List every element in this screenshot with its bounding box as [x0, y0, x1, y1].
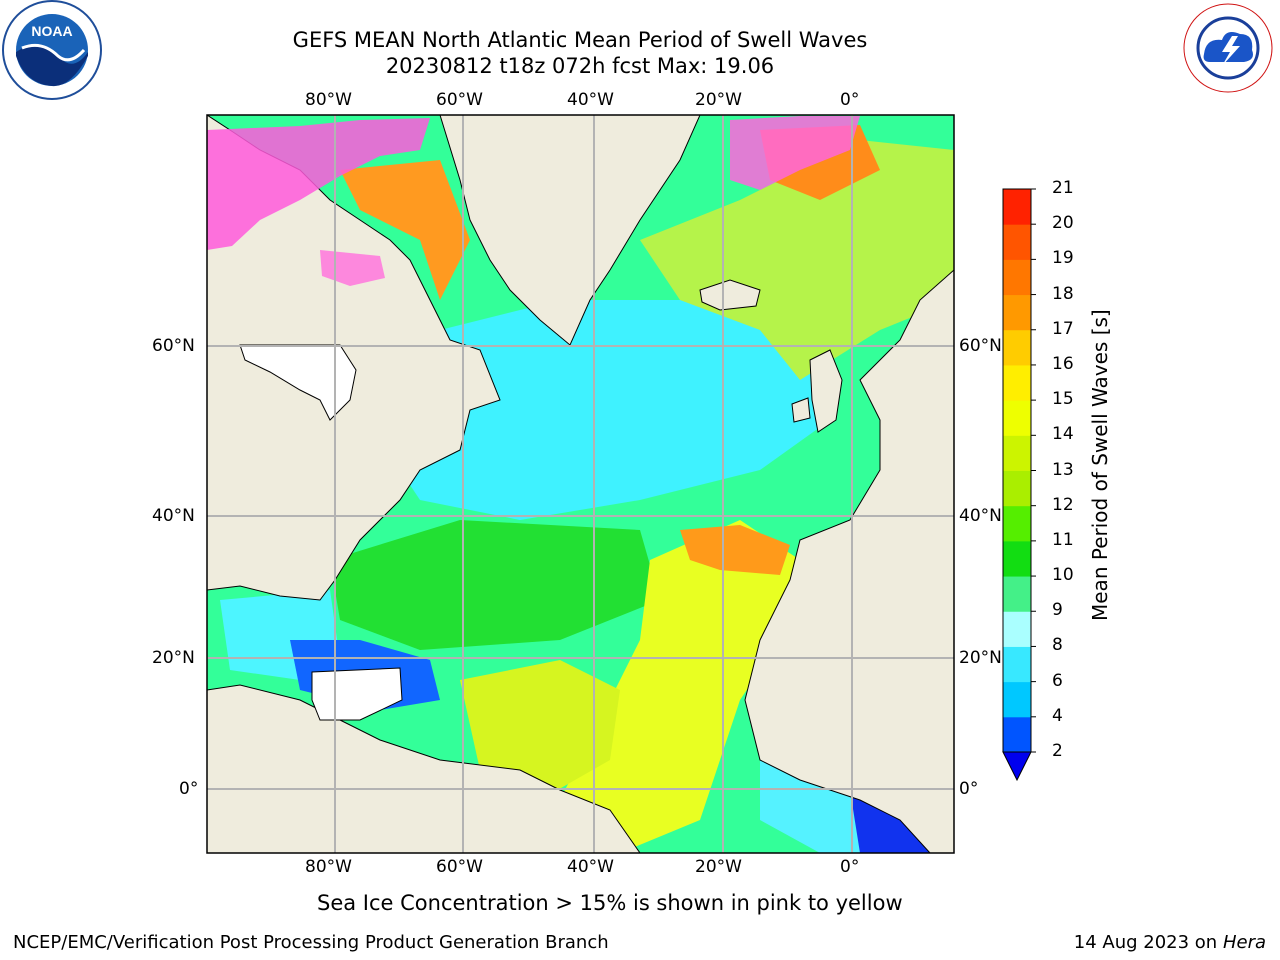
colorbar-level-label: 17 [1052, 318, 1074, 339]
colorbar-segment [1003, 400, 1031, 436]
colorbar-segment [1003, 505, 1031, 542]
lon-label-bottom-80w: 80°W [305, 857, 352, 877]
footer-branch: NCEP/EMC/Verification Post Processing Pr… [13, 932, 609, 953]
lat-label-right-40n: 40°N [959, 506, 1002, 526]
colorbar-segment [1003, 224, 1031, 260]
colorbar-level-label: 20 [1052, 213, 1074, 234]
colorbar-segment [1003, 646, 1031, 683]
colorbar-extend-triangle [1002, 751, 1032, 782]
nws-logo [1176, 0, 1280, 104]
north-america-land [207, 115, 501, 601]
footer-host: Hera [1222, 932, 1266, 953]
colorbar-segment [1003, 576, 1031, 612]
orange-field-labrador [340, 160, 470, 300]
lon-label-top-20w: 20°W [695, 90, 742, 110]
yellow-field-north [640, 140, 954, 380]
national-weather-service-logo-icon [1182, 2, 1274, 94]
lon-label-bottom-60w: 60°W [436, 857, 483, 877]
colorbar-level-label: 19 [1052, 248, 1074, 269]
colorbar [1002, 188, 1036, 782]
lon-label-bottom-40w: 40°W [567, 857, 614, 877]
noaa-logo-text: NOAA [31, 23, 72, 39]
chart-subtitle: 20230812 t18z 072h fcst Max: 19.06 [385, 54, 775, 78]
colorbar-segment [1003, 294, 1031, 331]
colorbar-segment [1003, 364, 1031, 401]
colorbar-level-label: 8 [1052, 635, 1063, 656]
colorbar-segment [1003, 470, 1031, 507]
colorbar-title: Mean Period of Swell Waves [s] [1088, 309, 1112, 621]
europe-africa-land [744, 115, 954, 853]
british-isles-land [791, 349, 843, 433]
colorbar-level-label: 10 [1052, 565, 1074, 586]
colorbar-level-label: 9 [1052, 600, 1063, 621]
colorbar-segment [1003, 681, 1031, 718]
colorbar-level-label: 13 [1052, 459, 1074, 480]
colorbar-level-label: 21 [1052, 178, 1074, 198]
iceland-land [699, 279, 761, 311]
colorbar-segment [1003, 716, 1031, 753]
colorbar-segment [1003, 329, 1031, 366]
colorbar-segment [1003, 611, 1031, 647]
sea-ice-baffin [320, 250, 385, 286]
colorbar-segment [1003, 259, 1031, 296]
lat-label-left-20n: 20°N [152, 648, 195, 668]
chart-title: GEFS MEAN North Atlantic Mean Period of … [292, 28, 868, 52]
lat-label-right-60n: 60°N [959, 336, 1002, 356]
hudson-bay-no-data [239, 344, 357, 421]
lon-label-top-0: 0° [840, 90, 860, 110]
colorbar-level-label: 16 [1052, 353, 1074, 374]
colorbar-level-label: 6 [1052, 670, 1063, 691]
colorbar-segment [1003, 540, 1031, 577]
colorbar-level-label: 11 [1052, 529, 1074, 550]
colorbar-segment [1003, 435, 1031, 471]
colorbar-level-label: 4 [1052, 705, 1063, 726]
sea-ice-greenland-east [730, 116, 860, 190]
lat-label-right-20n: 20°N [959, 648, 1002, 668]
sea-ice-arctic-canada [207, 118, 430, 250]
yellow-field-east [560, 520, 800, 853]
footer-date: 14 Aug 2023 on Hera [1074, 932, 1266, 953]
colorbar-level-label: 14 [1052, 424, 1074, 445]
lon-label-bottom-20w: 20°W [695, 857, 742, 877]
lon-label-top-80w: 80°W [305, 90, 352, 110]
lon-label-top-40w: 40°W [567, 90, 614, 110]
lon-label-top-60w: 60°W [436, 90, 483, 110]
central-south-america-land [207, 684, 641, 853]
lat-label-left-60n: 60°N [152, 336, 195, 356]
noaa-logo: NOAA [0, 0, 104, 104]
noaa-logo-icon: NOAA [2, 0, 102, 100]
colorbar-level-label: 2 [1052, 741, 1063, 761]
lat-label-left-0: 0° [179, 779, 199, 799]
green-field-subtropics [330, 520, 660, 650]
sea-ice-note: Sea Ice Concentration > 15% is shown in … [317, 891, 903, 915]
lat-label-right-0: 0° [959, 779, 979, 799]
yellow-field-mid [460, 660, 620, 800]
colorbar-level-label: 12 [1052, 494, 1074, 515]
colorbar-segment [1003, 189, 1031, 225]
colorbar-level-label: 15 [1052, 389, 1074, 410]
lon-label-bottom-0: 0° [840, 857, 860, 877]
orange-field-azores [680, 525, 790, 575]
colorbar-level-label: 18 [1052, 283, 1074, 304]
cyan-field-north-atlantic [380, 300, 830, 520]
footer-date-text: 14 Aug 2023 on [1073, 932, 1218, 953]
lat-label-left-40n: 40°N [152, 506, 195, 526]
map-graticule [207, 115, 954, 853]
map-frame [206, 114, 955, 854]
